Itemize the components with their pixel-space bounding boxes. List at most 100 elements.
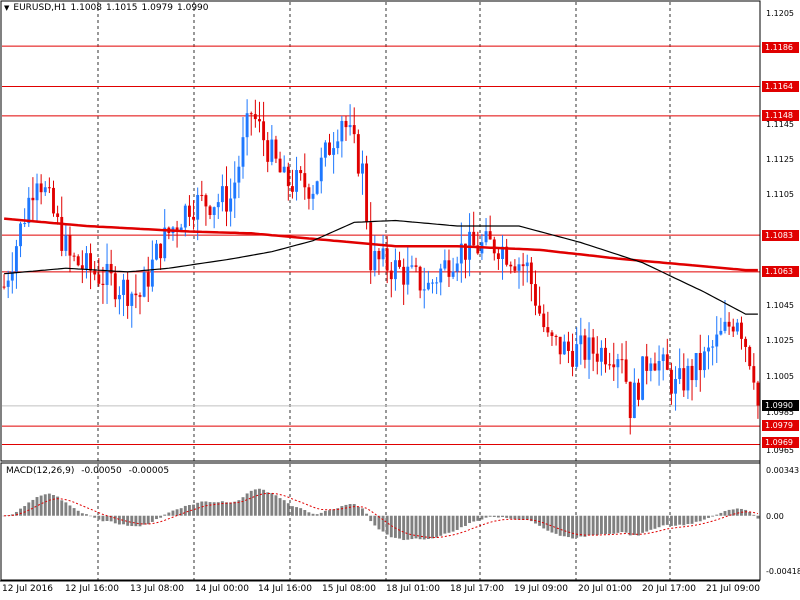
moving-averages (3, 217, 758, 315)
macd-bar (587, 515, 591, 536)
bull-candle (575, 344, 579, 367)
bull-candle (332, 148, 336, 155)
macd-bar (175, 509, 179, 516)
bull-candle (348, 125, 352, 128)
bull-candle (10, 271, 14, 281)
macd-bar (546, 515, 550, 531)
low-value: 1.0979 (141, 3, 174, 13)
macd-bar (229, 502, 233, 516)
macd-bar (443, 515, 447, 534)
macd-bar (472, 515, 476, 522)
macd-name: MACD(12,26,9) (6, 466, 75, 476)
current-price-label: 1.0990 (762, 400, 799, 411)
price-tick: 1.1045 (766, 301, 794, 310)
macd-bar (562, 515, 566, 537)
bear-candle (225, 186, 228, 212)
bull-candle (431, 282, 434, 284)
macd-bar (253, 489, 257, 516)
macd-bar (303, 510, 307, 516)
macd-bar (575, 515, 579, 538)
macd-bar (604, 515, 607, 535)
macd-bar (307, 512, 311, 516)
macd-bar (336, 508, 340, 516)
price-tick: 1.1005 (766, 372, 794, 381)
macd-bar (435, 515, 439, 538)
bull-candle (6, 280, 10, 287)
macd-bar (134, 515, 138, 527)
bear-candle (748, 346, 752, 367)
macd-bar (608, 515, 612, 534)
bear-candle (192, 216, 196, 220)
bull-candle (361, 163, 364, 174)
macd-bar (410, 515, 414, 540)
macd-bar (39, 495, 43, 516)
level-label-1186: 1.1186 (762, 42, 799, 53)
bull-candle (155, 243, 158, 260)
macd-bar (731, 509, 735, 516)
bear-candle (187, 205, 191, 217)
bull-candle (451, 271, 455, 277)
macd-bar (109, 515, 113, 522)
macd-bar (216, 502, 220, 516)
macd-bar (641, 515, 645, 533)
bull-candle (105, 263, 109, 285)
bull-candle (599, 347, 603, 362)
macd-bar (113, 515, 117, 524)
bull-candle (373, 250, 377, 271)
macd-bar (225, 502, 228, 516)
macd-bar (501, 515, 504, 518)
bear-candle (604, 347, 607, 365)
macd-bar (241, 497, 245, 516)
bull-candle (678, 368, 682, 380)
bear-candle (669, 369, 673, 394)
macd-bar (509, 515, 513, 519)
bear-candle (752, 366, 756, 383)
bull-candle (150, 259, 154, 287)
bull-candle (233, 182, 237, 199)
macd-bar (521, 515, 525, 520)
bull-candle (241, 137, 245, 167)
bull-candle (142, 272, 146, 297)
chart-grid (2, 2, 760, 580)
bear-candle (624, 359, 628, 382)
time-tick: 21 Jul 09:00 (706, 584, 760, 594)
bear-candle (39, 183, 43, 193)
bull-candle (323, 142, 327, 158)
bear-candle (414, 265, 418, 267)
bear-candle (682, 368, 686, 391)
bull-candle (455, 263, 459, 272)
macd-bar (122, 515, 125, 525)
bear-candle (727, 321, 731, 327)
macd-bar (665, 515, 669, 525)
macd-bar (117, 515, 121, 525)
bull-candle (381, 248, 385, 260)
bear-candle (200, 194, 204, 196)
macd-bar (591, 515, 595, 536)
macd-bar (496, 515, 500, 518)
macd-bar (85, 514, 88, 516)
price-tick: 1.1145 (766, 120, 794, 129)
bear-candle (93, 270, 97, 275)
bull-candle (220, 186, 224, 203)
bull-candle (443, 260, 447, 269)
macd-bar (628, 515, 632, 536)
bull-candle (719, 330, 723, 335)
macd-bar (237, 500, 241, 516)
macd-bar (439, 515, 443, 536)
macd-bar (599, 515, 603, 535)
bear-candle (690, 365, 694, 381)
bull-candle (661, 354, 665, 361)
macd-bar (286, 503, 290, 516)
macd-bar (105, 515, 109, 521)
bear-candle (146, 272, 150, 287)
bear-candle (496, 253, 500, 259)
bull-candle (694, 353, 698, 381)
macd-bar (14, 511, 18, 516)
bull-candle (484, 231, 488, 243)
macd-bar (200, 501, 204, 516)
macd-bar (661, 515, 665, 526)
macd-bar (678, 515, 682, 525)
dropdown-triangle-icon[interactable]: ▼ (4, 4, 10, 12)
bear-candle (204, 195, 208, 207)
